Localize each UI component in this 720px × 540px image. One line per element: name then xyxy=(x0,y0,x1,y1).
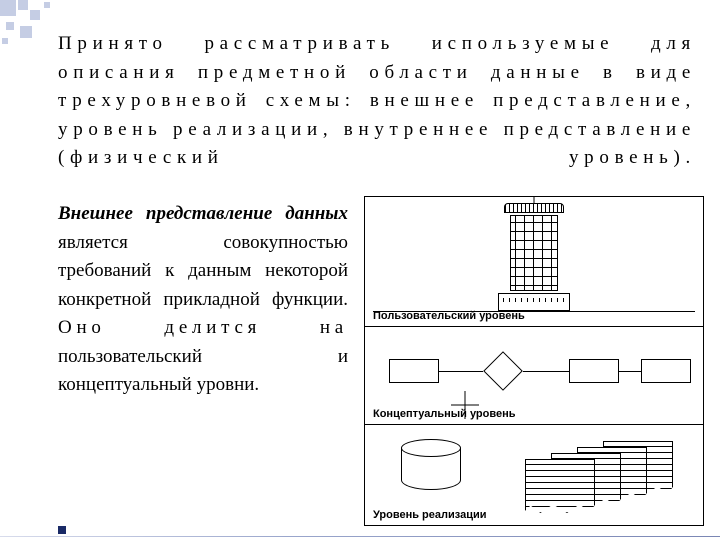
tier3-label: Уровень реализации xyxy=(373,509,487,521)
left-paragraph: Внешнее представление данных является со… xyxy=(58,200,348,400)
bullet-marker xyxy=(58,526,66,534)
footer-rule xyxy=(0,536,720,537)
corner-decoration xyxy=(0,0,60,48)
term-bold: Внешнее представление данных xyxy=(58,203,348,224)
cylinder-icon xyxy=(401,439,461,497)
documents-icon xyxy=(525,443,681,507)
three-tier-diagram: Пользовательский уровень Концептуальный … xyxy=(364,196,704,526)
tier-realization: Уровень реализации xyxy=(365,425,703,525)
tier-user: Пользовательский уровень xyxy=(365,197,703,327)
building-icon xyxy=(498,203,570,311)
tier2-label: Концептуальный уровень xyxy=(373,408,516,420)
flowchart-icon xyxy=(365,347,703,397)
tier-conceptual: Концептуальный уровень xyxy=(365,327,703,425)
main-paragraph: Принято рассматривать используемые для о… xyxy=(58,30,696,173)
tier1-label: Пользовательский уровень xyxy=(373,310,525,322)
spaced-text: Оно делится на xyxy=(58,317,348,338)
body-text-1: является совокупностью требований к данн… xyxy=(58,232,348,310)
body-text-2: пользовательский и концептуальный уровни… xyxy=(58,346,348,396)
